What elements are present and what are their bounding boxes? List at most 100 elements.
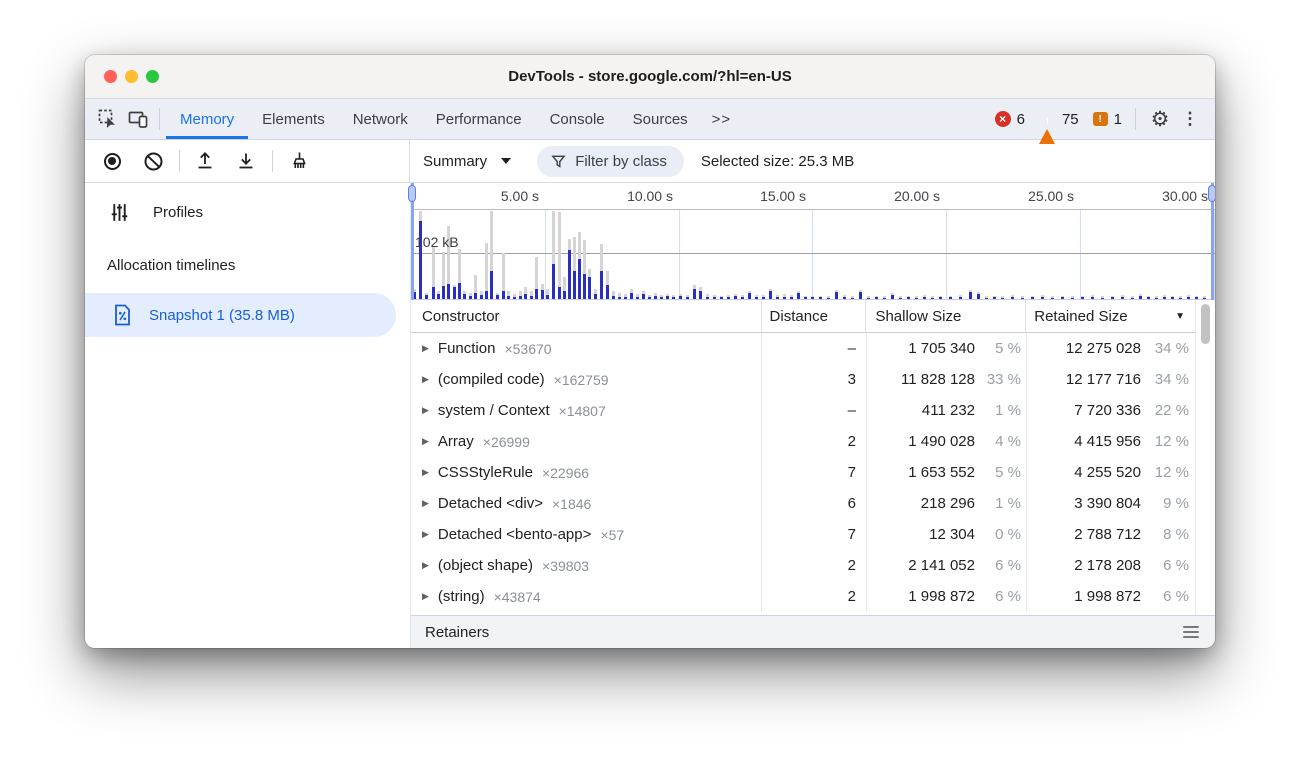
allocation-bar-total — [783, 294, 786, 299]
shallow-size-value: 1 998 872 — [908, 588, 975, 605]
shallow-size-percent: 6 % — [995, 588, 1021, 605]
panel-content: Profiles Allocation timelines Snapshot 1… — [85, 183, 1215, 648]
clear-profiles-icon[interactable] — [138, 146, 168, 176]
disclosure-triangle-icon[interactable]: ▶ — [422, 405, 429, 415]
allocation-bar-live — [1155, 298, 1158, 299]
table-row[interactable]: ▶ (string) ×43874 2 1 998 872 6 % 1 998 872 6 % — [411, 581, 1215, 612]
disclosure-triangle-icon[interactable]: ▶ — [422, 591, 429, 601]
perspective-select[interactable]: Summary — [423, 153, 512, 170]
allocation-bar-live — [530, 296, 533, 299]
issues-badge[interactable]: ! 1 — [1092, 111, 1122, 128]
minimize-window-button[interactable] — [125, 70, 138, 83]
tab-memory[interactable]: Memory — [166, 99, 248, 139]
allocation-bar-live — [720, 297, 723, 299]
record-heap-icon[interactable] — [97, 146, 127, 176]
allocation-bar-live — [660, 297, 663, 299]
allocation-bar-live — [699, 291, 702, 299]
allocation-bar-live — [977, 294, 980, 299]
load-profile-icon[interactable] — [190, 146, 220, 176]
allocation-bar-live — [618, 297, 621, 299]
table-row[interactable]: ▶ Array ×26999 2 1 490 028 4 % 4 415 956 12 % — [411, 426, 1215, 457]
retained-size-value: 3 390 804 — [1074, 495, 1141, 512]
time-tick-label: 25.00 s — [1028, 188, 1074, 204]
allocation-bar-live — [1011, 297, 1014, 299]
tab-console[interactable]: Console — [549, 110, 605, 128]
table-row[interactable]: ▶ Detached <div> ×1846 6 218 296 1 % 3 390 804… — [411, 488, 1215, 519]
more-tabs-button[interactable]: >> — [711, 110, 732, 128]
snapshot-main-pane: 5.00 s 10.00 s 15.00 s 20.00 s 25.00 s 30.00 … — [408, 183, 1215, 648]
disclosure-triangle-icon[interactable]: ▶ — [422, 343, 429, 353]
retained-size-value: 1 998 872 — [1074, 588, 1141, 605]
instance-count: ×57 — [600, 526, 625, 543]
column-header-retained-size[interactable]: Retained Size ▼ — [1025, 300, 1195, 332]
allocation-bar-live — [1091, 297, 1094, 299]
table-row[interactable]: ▶ CSSStyleRule ×22966 7 1 653 552 5 % 4 255 52… — [411, 457, 1215, 488]
close-window-button[interactable] — [104, 70, 117, 83]
table-scrollbar[interactable] — [1195, 300, 1215, 615]
warning-count: 75 — [1061, 110, 1079, 128]
divider — [159, 108, 160, 130]
retainers-section-header[interactable]: Retainers — [411, 615, 1215, 648]
inspect-element-icon[interactable] — [93, 104, 123, 134]
instance-count: ×14807 — [558, 402, 606, 419]
retainers-label: Retainers — [425, 623, 490, 641]
allocation-bar-live — [654, 296, 657, 299]
kebab-menu-icon[interactable]: ⋮ — [1181, 109, 1199, 128]
filter-placeholder: Filter by class — [575, 152, 667, 170]
shallow-size-value: 218 296 — [920, 495, 975, 512]
settings-gear-icon[interactable]: ⚙ — [1150, 107, 1170, 131]
allocation-bar-total — [474, 275, 477, 299]
shallow-size-value: 2 141 052 — [908, 557, 975, 574]
issue-icon: ! — [1092, 112, 1108, 126]
allocation-bar-live — [583, 274, 586, 299]
save-profile-icon[interactable] — [231, 146, 261, 176]
range-handle-right[interactable] — [1208, 183, 1215, 300]
zoom-window-button[interactable] — [146, 70, 159, 83]
sidebar-item-snapshot-1[interactable]: Snapshot 1 (35.8 MB) — [85, 293, 396, 337]
allocation-bar-live — [1001, 298, 1004, 299]
profiles-header[interactable]: Profiles — [85, 183, 410, 227]
class-filter-input[interactable]: Filter by class — [537, 145, 684, 177]
table-row[interactable]: ▶ Function ×53670 – 1 705 340 5 % 12 275 028 34… — [411, 333, 1215, 364]
profiles-label: Profiles — [153, 203, 204, 221]
allocation-bar-live — [959, 297, 962, 299]
tab-performance[interactable]: Performance — [435, 110, 522, 128]
clear-garbage-broom-icon[interactable] — [283, 146, 313, 176]
allocation-bar-live — [563, 291, 566, 299]
instance-count: ×162759 — [553, 371, 609, 388]
shallow-size-percent: 6 % — [995, 557, 1021, 574]
device-toolbar-icon[interactable] — [123, 104, 153, 134]
column-header-shallow-size[interactable]: Shallow Size — [865, 300, 1025, 332]
error-count: 6 — [1016, 110, 1025, 128]
disclosure-triangle-icon[interactable]: ▶ — [422, 560, 429, 570]
warning-badge[interactable]: ! 75 — [1038, 110, 1079, 144]
retained-size-value: 2 178 208 — [1074, 557, 1141, 574]
tab-sources[interactable]: Sources — [632, 110, 688, 128]
tab-elements[interactable]: Elements — [262, 110, 325, 128]
shallow-size-value: 11 828 128 — [901, 371, 975, 388]
allocation-bar-live — [883, 298, 886, 299]
distance-value: 7 — [847, 526, 856, 543]
allocation-bar-live — [1081, 297, 1084, 299]
table-row[interactable]: ▶ system / Context ×14807 – 411 232 1 % 7 720 … — [411, 395, 1215, 426]
disclosure-triangle-icon[interactable]: ▶ — [422, 374, 429, 384]
allocation-bar-total — [442, 252, 445, 299]
disclosure-triangle-icon[interactable]: ▶ — [422, 436, 429, 446]
column-header-constructor[interactable]: Constructor — [422, 307, 500, 325]
allocation-bar-total — [636, 294, 639, 299]
scrollbar-thumb[interactable] — [1201, 304, 1210, 344]
disclosure-triangle-icon[interactable]: ▶ — [422, 529, 429, 539]
disclosure-triangle-icon[interactable]: ▶ — [422, 467, 429, 477]
tab-network[interactable]: Network — [352, 110, 408, 128]
table-row[interactable]: ▶ Detached <bento-app> ×57 7 12 304 0 % 2 788 … — [411, 519, 1215, 550]
disclosure-triangle-icon[interactable]: ▶ — [422, 498, 429, 508]
allocation-bar-live — [1021, 298, 1024, 299]
table-row[interactable]: ▶ (object shape) ×39803 2 2 141 052 6 % 2 178 … — [411, 550, 1215, 581]
column-header-distance[interactable]: Distance — [760, 300, 866, 332]
timeline-overview[interactable]: 5.00 s 10.00 s 15.00 s 20.00 s 25.00 s 30.00 … — [408, 183, 1215, 300]
range-handle-left[interactable] — [408, 183, 416, 300]
error-badge[interactable]: × 6 — [994, 110, 1025, 128]
allocation-chart[interactable]: 102 kB — [411, 210, 1215, 300]
table-row[interactable]: ▶ (compiled code) ×162759 3 11 828 128 33 % 12… — [411, 364, 1215, 395]
retainers-menu-icon[interactable] — [1183, 626, 1201, 638]
